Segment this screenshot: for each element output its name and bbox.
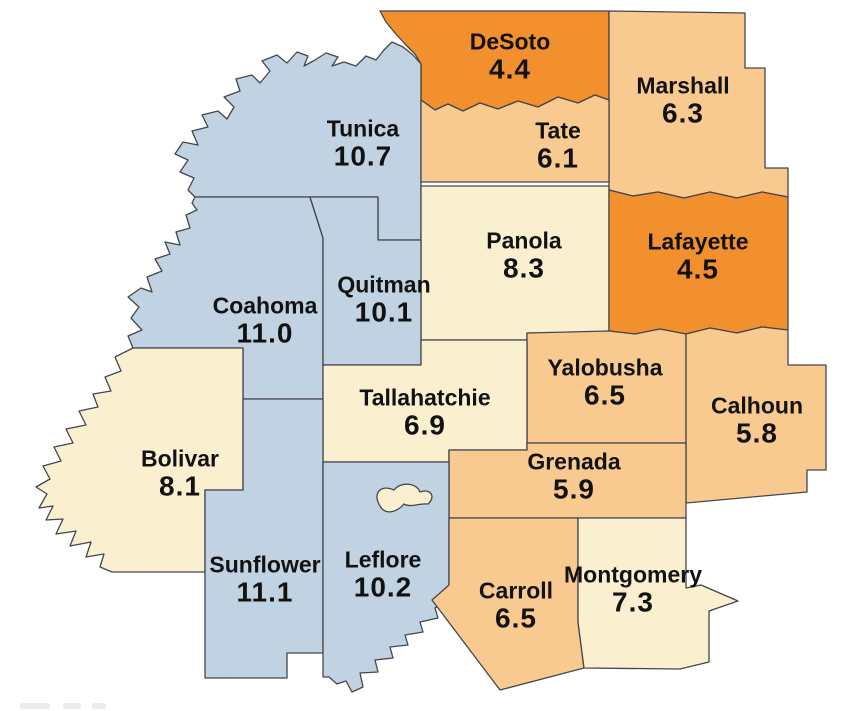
cropped-text-fragment — [20, 703, 50, 709]
county-shape-montgomery[interactable] — [577, 517, 739, 670]
county-shape-yalobusha[interactable] — [526, 328, 687, 444]
county-shape-carroll[interactable] — [431, 517, 585, 691]
county-shape-grenada[interactable] — [448, 442, 687, 519]
county-shape-bolivar[interactable] — [35, 347, 244, 573]
county-shape-leflore[interactable] — [322, 461, 450, 693]
county-shape-tate[interactable] — [420, 94, 610, 183]
county-shape-calhoun[interactable] — [685, 326, 827, 504]
county-shape-quitman[interactable] — [309, 196, 422, 366]
cropped-text-fragment — [63, 703, 81, 709]
county-shape-marshall[interactable] — [608, 10, 789, 199]
cropped-text-fragment — [92, 703, 106, 709]
county-shape-lafayette[interactable] — [608, 189, 789, 335]
lake-area — [376, 483, 433, 513]
county-shape-panola[interactable] — [420, 185, 610, 341]
